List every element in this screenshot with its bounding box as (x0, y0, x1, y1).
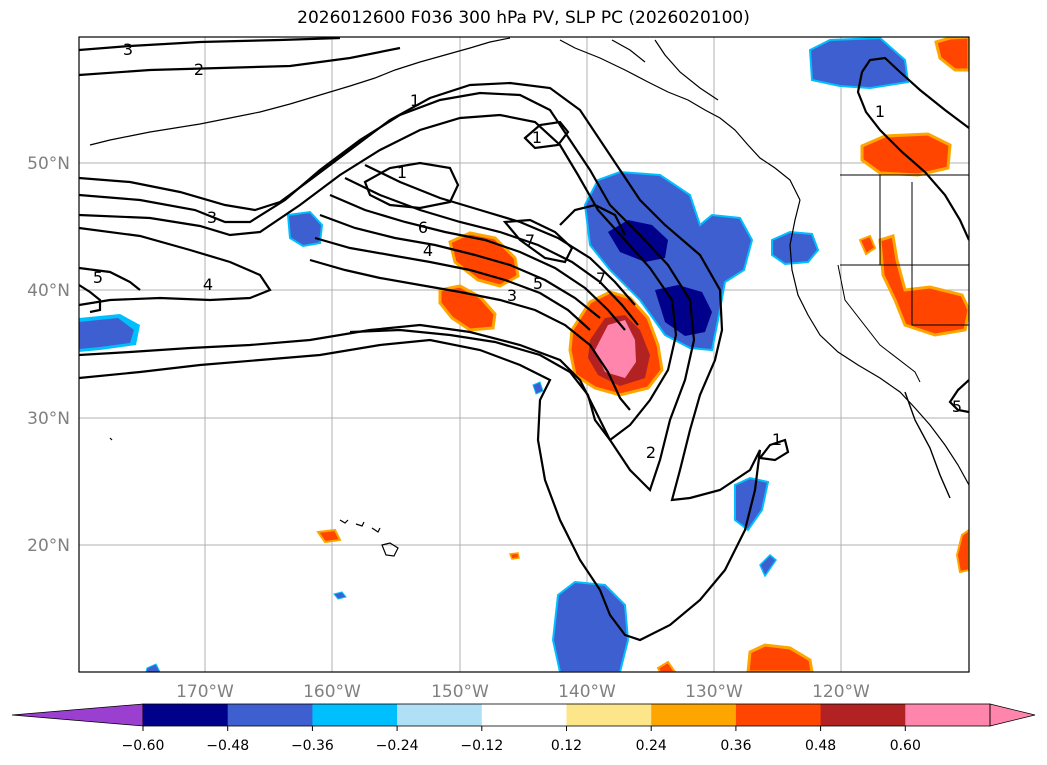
contour-label: 5 (93, 268, 103, 287)
colorbar-tick-label: −0.60 (122, 738, 165, 754)
colorbar-segment (905, 704, 991, 726)
contour-label: 7 (525, 231, 535, 250)
colorbar-tick-label: 0.24 (636, 738, 667, 754)
latitude-labels: 50°N 40°N 30°N 20°N (27, 154, 70, 556)
neg-anomaly-ne-corner (808, 37, 910, 90)
map-background (79, 37, 969, 672)
colorbar-tick-label: 0.60 (890, 738, 921, 754)
colorbar-tick-label: −0.36 (291, 738, 334, 754)
colorbar-tick-label: 0.12 (551, 738, 582, 754)
neg-anomaly-165w (286, 210, 324, 248)
contour-label: 4 (203, 275, 213, 294)
colorbar-tick-label: 0.48 (805, 738, 836, 754)
contour-label: 1 (410, 91, 420, 110)
lat-label-20n: 20°N (27, 536, 70, 556)
colorbar-segment (143, 704, 229, 726)
contour-label: 1 (397, 163, 407, 182)
neg-anomaly-main (583, 170, 754, 352)
lat-label-40n: 40°N (27, 281, 70, 301)
contour-label: 6 (418, 218, 428, 237)
lon-label-160w: 160°W (303, 682, 361, 702)
pos-anomaly-ne-corner (934, 37, 969, 72)
colorbar-segment (566, 704, 652, 726)
lon-label-140w: 140°W (558, 682, 616, 702)
colorbar: −0.60 −0.48 −0.36 −0.24 −0.12 0.12 0.24 0.36 0.4… (11, 703, 1036, 754)
contour-label: 1 (772, 430, 782, 449)
map-border (78, 36, 970, 673)
pv-anomaly-fills (79, 37, 969, 672)
colorbar-segment (481, 704, 567, 726)
lon-label-120w: 120°W (812, 682, 870, 702)
neg-anomaly-west-us (771, 230, 820, 266)
contour-label: 3 (507, 286, 517, 305)
contour-label: 5 (952, 397, 962, 416)
lon-label-130w: 130°W (685, 682, 743, 702)
colorbar-segment (651, 704, 737, 726)
pos-anomaly-west-us (878, 234, 969, 337)
colorbar-tick-label: −0.24 (376, 738, 419, 754)
colorbar-segment (397, 704, 483, 726)
lon-label-170w: 170°W (176, 682, 234, 702)
contour-label: 3 (123, 40, 133, 59)
map-title: 2026012600 F036 300 hPa PV, SLP PC (2026… (297, 8, 750, 28)
map-content: 3 2 1 1 3 4 6 4 5 7 5 3 7 2 1 1 1 5 (79, 37, 969, 672)
contour-label: 5 (533, 274, 543, 293)
colorbar-extension-low (11, 703, 144, 727)
contour-label: 1 (875, 102, 885, 121)
lon-label-150w: 150°W (431, 682, 489, 702)
contour-label: 3 (207, 208, 217, 227)
longitude-labels: 170°W 160°W 150°W 140°W 130°W 120°W (176, 682, 870, 702)
contour-labels: 3 2 1 1 3 4 6 4 5 7 5 3 7 2 1 1 1 5 (93, 40, 962, 462)
colorbar-segment (227, 704, 313, 726)
colorbar-segment (312, 704, 398, 726)
lat-label-50n: 50°N (27, 154, 70, 174)
slp-contours (79, 37, 969, 642)
coastlines (89, 37, 969, 557)
colorbar-segment (735, 704, 822, 726)
contour-label: 2 (194, 60, 204, 79)
pos-anomaly-152w (438, 284, 497, 332)
lat-label-30n: 30°N (27, 409, 70, 429)
neg-anomaly-south (551, 580, 630, 672)
colorbar-tick-label: 0.36 (720, 738, 751, 754)
colorbar-tick-label: −0.12 (460, 738, 503, 754)
colorbar-tick-label: −0.48 (206, 738, 249, 754)
contour-label: 2 (646, 443, 656, 462)
contour-label: 7 (596, 269, 606, 288)
contour-label: 1 (532, 128, 542, 147)
contour-label: 4 (423, 241, 433, 260)
colorbar-segment (820, 704, 906, 726)
pos-anomaly-south (746, 643, 814, 672)
colorbar-extension-high (989, 703, 1036, 727)
